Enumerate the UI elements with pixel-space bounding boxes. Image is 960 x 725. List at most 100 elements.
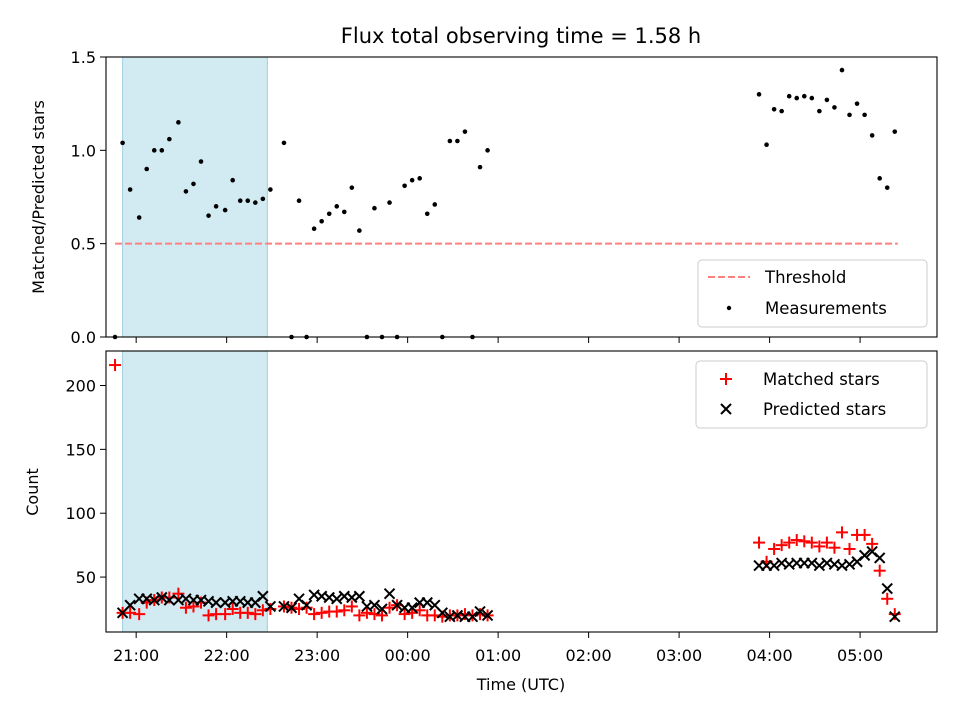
predicted-point-b xyxy=(429,599,441,611)
predicted-point xyxy=(843,558,856,571)
matched-point xyxy=(398,608,411,621)
predicted-point-b xyxy=(293,593,305,605)
measurement-point xyxy=(387,200,392,205)
measurement-point xyxy=(847,112,852,118)
measurement-point xyxy=(824,97,830,103)
predicted-point-b xyxy=(148,594,160,606)
bottom-legend-box xyxy=(695,360,928,429)
measurement-point xyxy=(176,120,181,125)
predicted-point-b xyxy=(421,596,433,609)
predicted-point-b xyxy=(783,558,795,571)
matched-point xyxy=(264,603,277,616)
measurement-points xyxy=(112,67,898,340)
bottom-y-axis: 50 100 150 200 xyxy=(65,376,106,587)
legend-measurements-label: Measurements xyxy=(765,299,887,318)
x-tick-label: 03:00 xyxy=(656,646,702,665)
predicted-point-b xyxy=(210,596,222,609)
predicted-point-b xyxy=(881,582,893,595)
matched-point xyxy=(805,536,818,549)
measurement-point xyxy=(136,215,142,220)
predicted-point-b xyxy=(300,599,313,611)
matched-point xyxy=(345,600,358,613)
measurement-point xyxy=(839,67,845,73)
bottom-legend: Matched stars Predicted stars xyxy=(695,360,928,429)
predicted-point xyxy=(481,609,494,622)
predicted-point xyxy=(383,587,396,600)
matched-point xyxy=(858,528,871,541)
measurement-point xyxy=(462,129,468,134)
matched-point xyxy=(775,539,788,552)
bottom-panel: 50 100 150 200 21:00 22:00 23:00 00:00 01:00 02:… xyxy=(23,350,938,694)
measurement-point xyxy=(268,187,273,192)
matched-point xyxy=(219,608,232,621)
matched-point xyxy=(368,608,381,621)
top-y-axis: 0.0 0.5 1.0 1.5 xyxy=(71,48,106,347)
highlight-band xyxy=(122,350,268,633)
highlight-band xyxy=(122,56,268,338)
matched-point xyxy=(308,608,321,621)
matched-points xyxy=(109,359,901,623)
predicted-point-b xyxy=(406,602,418,614)
measurement-point xyxy=(183,189,189,194)
matched-point xyxy=(835,526,848,539)
measurement-point xyxy=(756,92,762,97)
predicted-point xyxy=(156,591,168,604)
legend-predicted-swatch xyxy=(720,403,732,415)
predicted-point-b xyxy=(124,599,136,611)
measurement-point xyxy=(222,207,228,213)
y-tick-label: 200 xyxy=(65,376,96,395)
bottom-x-axis: 21:00 22:00 23:00 00:00 01:00 02:00 03:00 04:00… xyxy=(113,632,883,665)
x-tick-label: 21:00 xyxy=(113,646,159,665)
predicted-point xyxy=(768,559,780,572)
matched-point xyxy=(813,540,826,553)
measurement-point xyxy=(260,196,266,202)
measurement-point xyxy=(319,218,324,224)
measurement-point xyxy=(349,185,355,190)
measurement-point xyxy=(159,148,165,153)
matched-point xyxy=(300,601,313,614)
matched-point xyxy=(866,537,879,550)
bottom-x-axis-label: Time (UTC) xyxy=(476,675,565,694)
predicted-point xyxy=(813,559,826,572)
top-y-axis-label: Matched/Predicted stars xyxy=(29,100,48,294)
predicted-point xyxy=(124,599,136,611)
predicted-point xyxy=(474,605,486,618)
measurement-point xyxy=(862,112,867,118)
measurement-point xyxy=(206,213,211,218)
matched-point xyxy=(249,608,262,621)
measurement-point xyxy=(151,148,157,153)
top-highlight-span xyxy=(122,56,268,338)
predicted-point xyxy=(391,599,403,611)
legend-threshold-label: Threshold xyxy=(764,268,846,287)
measurement-point xyxy=(334,204,340,209)
legend-matched-swatch xyxy=(720,373,732,385)
measurement-point xyxy=(409,177,415,183)
matched-point xyxy=(109,359,122,372)
x-tick-label: 04:00 xyxy=(747,646,793,665)
predicted-point-b xyxy=(156,591,168,604)
legend-predicted-label: Predicted stars xyxy=(763,400,886,419)
y-tick-label: 1.5 xyxy=(71,48,96,67)
x-tick-label: 22:00 xyxy=(204,646,250,665)
matched-point xyxy=(187,600,200,613)
predicted-point-b xyxy=(474,605,486,618)
predicted-point-b xyxy=(858,549,871,562)
predicted-point xyxy=(858,549,871,562)
predicted-point-b xyxy=(172,594,185,606)
measurement-point xyxy=(832,105,837,110)
matched-point xyxy=(315,606,328,619)
bottom-highlight-span xyxy=(122,350,268,633)
predicted-point xyxy=(806,557,818,569)
matched-point xyxy=(353,609,366,622)
matched-point xyxy=(881,592,894,605)
matched-point xyxy=(338,604,351,617)
predicted-point-b xyxy=(806,557,818,569)
matched-point xyxy=(330,605,343,618)
measurement-point xyxy=(877,176,882,181)
top-x-ticks xyxy=(135,337,861,343)
bottom-y-axis-label: Count xyxy=(23,468,42,516)
predicted-point-b xyxy=(836,559,848,572)
measurement-point xyxy=(253,200,258,205)
predicted-point-b xyxy=(163,594,176,606)
